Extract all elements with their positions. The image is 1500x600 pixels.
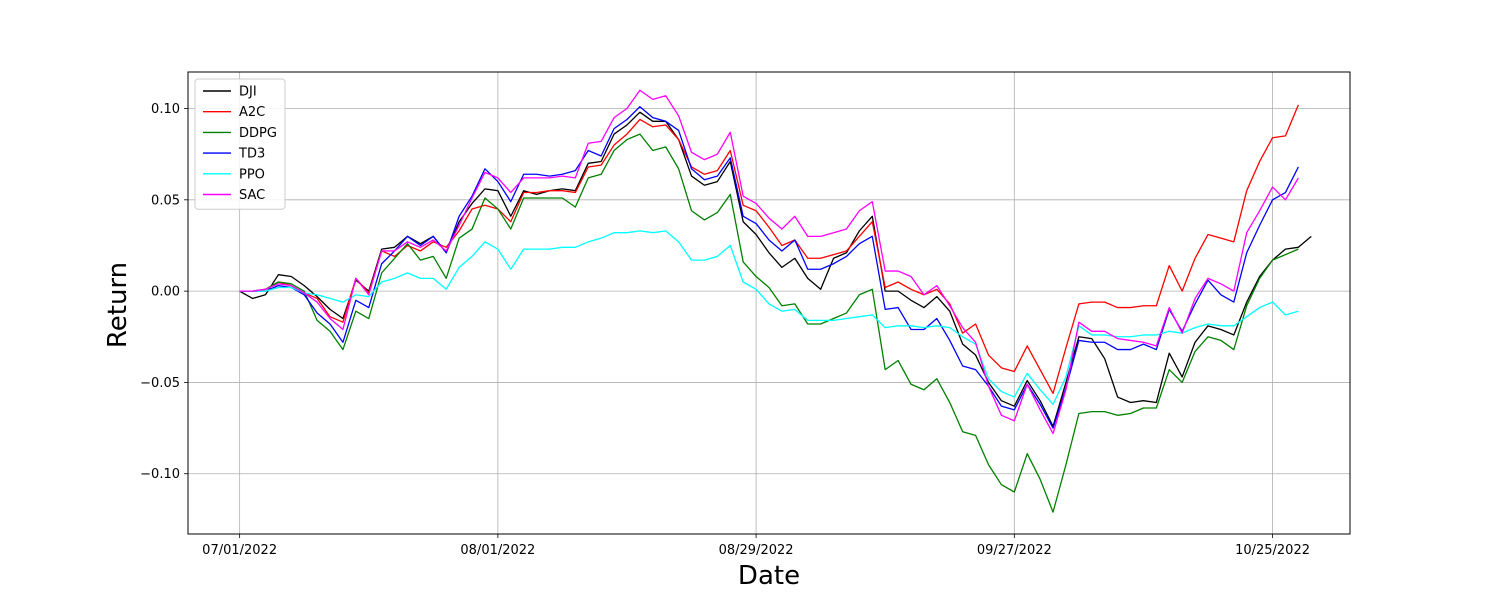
series-line-dji bbox=[239, 111, 1312, 427]
legend-label-ddpg: DDPG bbox=[239, 126, 277, 141]
legend: DJI A2C DDPG TD3 PPO SAC bbox=[194, 78, 286, 210]
series-line-td3 bbox=[239, 106, 1299, 429]
x-tick-label: 10/25/2022 bbox=[1235, 543, 1310, 558]
x-tick-label: 09/27/2022 bbox=[977, 543, 1052, 558]
y-tick-label: 0.05 bbox=[151, 193, 180, 208]
x-tick-label: 08/29/2022 bbox=[719, 543, 794, 558]
legend-label-a2c: A2C bbox=[239, 105, 265, 120]
y-tick-label: −0.05 bbox=[140, 376, 180, 391]
series-line-ppo bbox=[239, 230, 1299, 406]
legend-label-sac: SAC bbox=[239, 188, 265, 203]
x-tick-label: 07/01/2022 bbox=[202, 543, 277, 558]
series-line-sac bbox=[239, 89, 1299, 435]
y-tick-label: 0.10 bbox=[151, 102, 180, 117]
tick-layer: −0.10 −0.05 0.00 0.05 0.10 07/01/2022 08/01/20… bbox=[140, 102, 1310, 558]
legend-label-td3: TD3 bbox=[238, 147, 265, 162]
x-tick-label: 08/01/2022 bbox=[460, 543, 535, 558]
legend-label-ppo: PPO bbox=[239, 167, 265, 182]
x-axis-title: Date bbox=[738, 561, 800, 591]
legend-label-dji: DJI bbox=[239, 85, 257, 100]
plot-frame bbox=[187, 71, 1351, 535]
y-tick-label: 0.00 bbox=[151, 285, 180, 300]
y-axis-title: Return bbox=[103, 262, 133, 348]
series-layer bbox=[239, 89, 1312, 513]
y-tick-label: −0.10 bbox=[140, 467, 180, 482]
series-line-ddpg bbox=[239, 133, 1299, 513]
series-line-a2c bbox=[239, 104, 1299, 395]
